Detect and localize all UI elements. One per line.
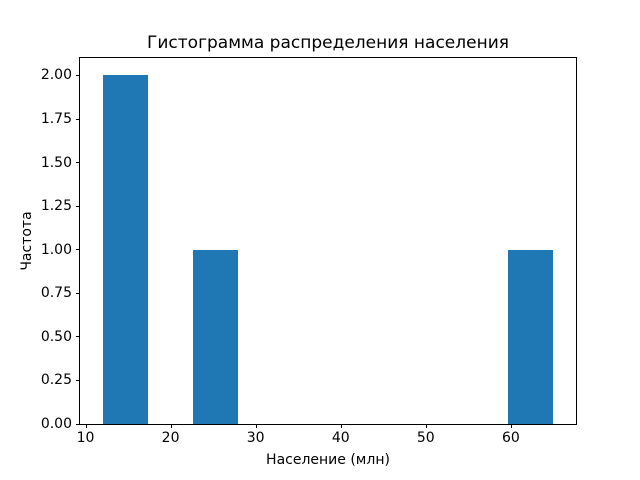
histogram-bar	[508, 249, 554, 424]
y-tick-label: 0.25	[40, 372, 72, 389]
x-tick-label: 20	[161, 430, 180, 446]
y-tick-label: 1.00	[40, 241, 72, 258]
x-tick-label: 30	[246, 430, 265, 446]
x-tick-label: 40	[331, 430, 350, 446]
y-tick	[76, 379, 80, 381]
x-tick-label: 10	[76, 430, 95, 446]
x-tick	[170, 424, 172, 428]
y-tick	[76, 292, 80, 294]
y-tick	[76, 423, 80, 425]
y-tick-label: 0.00	[40, 416, 72, 432]
x-tick	[85, 424, 87, 428]
y-tick	[76, 118, 80, 120]
y-tick	[76, 74, 80, 76]
y-tick-label: 0.50	[40, 328, 72, 345]
y-tick-label: 2.00	[40, 67, 72, 84]
y-tick-label: 0.75	[40, 285, 72, 302]
x-tick	[255, 424, 257, 428]
y-tick	[76, 336, 80, 338]
y-tick	[76, 162, 80, 164]
y-tick	[76, 205, 80, 207]
x-tick-label: 60	[501, 430, 520, 446]
chart-title: Гистограмма распределения населения	[147, 33, 509, 53]
x-tick-label: 50	[416, 430, 435, 446]
x-tick	[425, 424, 427, 428]
y-axis-label: Частота	[19, 211, 35, 271]
x-tick	[340, 424, 342, 428]
y-tick-label: 1.25	[40, 198, 72, 215]
y-tick-label: 1.75	[40, 111, 72, 127]
y-tick	[76, 249, 80, 251]
histogram-bar	[102, 75, 148, 424]
x-axis-label: Население (млн)	[266, 452, 390, 468]
histogram-bar	[192, 249, 238, 424]
plot-area: 10 20 30 40 50 60 0.00 0.25 0.50 0.75 1.00 1.25 1.50…	[41, 57, 577, 446]
x-tick	[510, 424, 512, 428]
y-tick-label: 1.50	[40, 154, 72, 171]
